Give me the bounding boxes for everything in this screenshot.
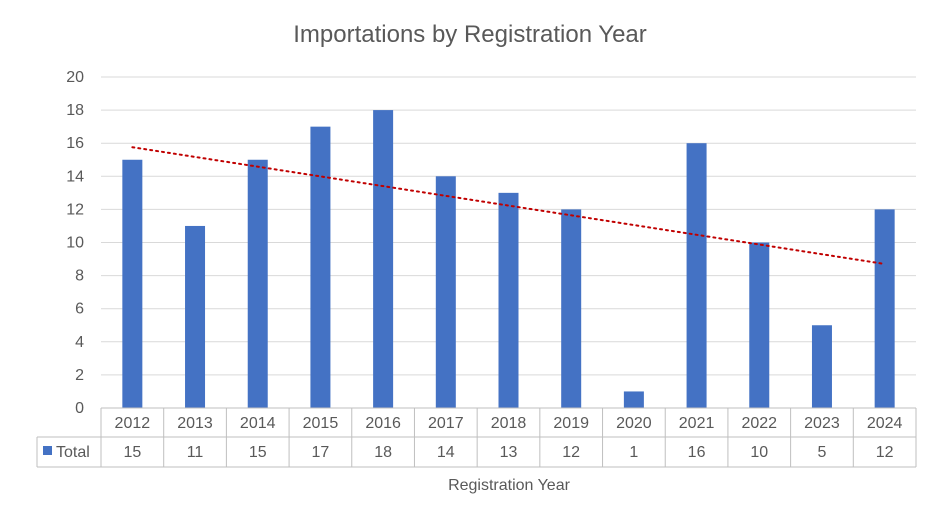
data-table-value: 15 [249,444,267,461]
bar [623,391,644,408]
y-tick-label: 18 [66,102,84,119]
data-table-value: 14 [437,444,455,461]
y-tick-label: 8 [75,268,84,285]
y-tick-labels: 0 2 4 6 8 10 12 14 16 18 20 [66,69,84,417]
data-table-value: 11 [187,444,204,461]
x-tick-label: 2016 [365,415,401,432]
y-tick-label: 14 [66,168,84,185]
y-tick-label: 16 [66,135,84,152]
y-tick-label: 4 [75,334,84,351]
x-tick-label: 2018 [491,415,527,432]
y-tick-label: 2 [75,367,84,384]
bar [811,325,832,408]
data-table: 2012152013112014152015172016182017142018… [36,407,917,468]
x-tick-label: 2019 [553,415,589,432]
data-table-value: 18 [374,444,392,461]
x-tick-label: 2013 [177,415,213,432]
bar [498,192,519,408]
data-table-value: 12 [562,444,580,461]
x-tick-label: 2017 [428,415,464,432]
data-table-value: 1 [629,444,638,461]
y-tick-label: 12 [66,201,84,218]
chart-title: Importations by Registration Year [293,21,647,48]
y-tick-label: 6 [75,301,84,318]
bar [310,126,331,409]
x-tick-label: 2020 [616,415,652,432]
bar-series [122,110,895,409]
x-tick-label: 2014 [240,415,276,432]
data-table-value: 5 [818,444,827,461]
bar [373,110,394,408]
bar [122,159,143,408]
y-tick-label: 10 [66,235,84,252]
bar [435,176,456,408]
x-axis-title: Registration Year [448,477,571,494]
x-tick-label: 2021 [679,415,715,432]
y-tick-label: 20 [66,69,84,86]
legend-label-total: Total [56,444,90,461]
data-table-value: 15 [123,444,141,461]
bar [247,159,268,408]
data-table-value: 10 [750,444,768,461]
x-tick-label: 2012 [115,415,151,432]
x-tick-label: 2022 [741,415,777,432]
bar [561,209,582,408]
x-tick-label: 2024 [867,415,903,432]
x-tick-label: 2015 [303,415,339,432]
x-tick-label: 2023 [804,415,840,432]
bar [749,242,770,408]
trendline [131,146,886,265]
data-table-value: 13 [500,444,518,461]
trendline-layer [131,146,886,265]
bar [686,143,707,408]
bar [874,209,895,408]
y-tick-label: 0 [75,400,84,417]
data-table-value: 16 [688,444,706,461]
bar [185,225,206,408]
data-table-value: 12 [876,444,894,461]
data-table-value: 17 [312,444,330,461]
legend-color-key [43,446,52,455]
